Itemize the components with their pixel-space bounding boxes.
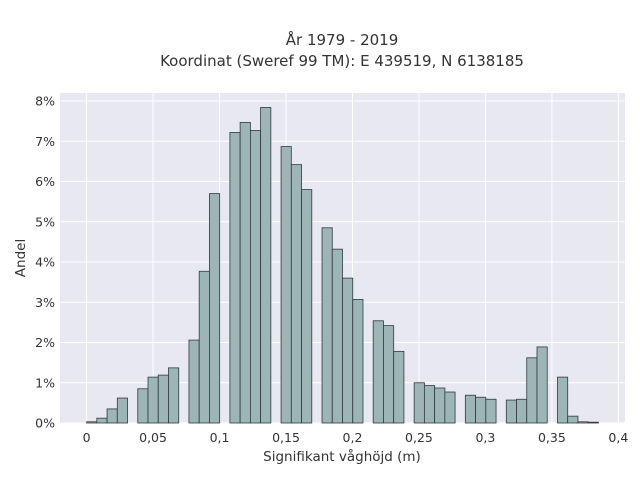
histogram-bar-34 <box>526 357 538 424</box>
histogram-bar-24 <box>393 350 405 424</box>
histogram-bar-36 <box>557 376 569 424</box>
histogram-bar-25 <box>413 382 425 424</box>
y-tick-label-8: 8% <box>35 94 55 109</box>
histogram-bar-16 <box>290 164 302 424</box>
histogram-bar-39 <box>587 421 599 424</box>
histogram-bar-3 <box>116 397 128 424</box>
x-axis-label: Signifikant våghöjd (m) <box>263 448 421 465</box>
x-tick-label-7: 0,35 <box>538 430 566 445</box>
histogram-bar-17 <box>301 189 313 424</box>
y-axis-label: Andel <box>13 239 29 277</box>
histogram-bar-38 <box>577 421 589 424</box>
histogram-bar-5 <box>147 376 159 424</box>
x-tick-label-3: 0,15 <box>272 430 300 445</box>
histogram-bar-18 <box>321 227 333 424</box>
histogram-bar-12 <box>239 121 251 424</box>
histogram-bar-14 <box>260 107 272 424</box>
histogram-bar-19 <box>331 248 343 424</box>
histogram-bar-37 <box>567 415 579 424</box>
histogram-bar-35 <box>536 346 548 424</box>
histogram-bar-27 <box>434 387 446 424</box>
y-tick-label-3: 3% <box>35 295 55 310</box>
histogram-bar-33 <box>516 398 528 424</box>
y-tick-labels: 0% 1% 2% 3% 4% 5% 6% 7% 8% <box>35 94 55 431</box>
y-tick-label-4: 4% <box>35 255 55 270</box>
y-tick-label-2: 2% <box>35 335 55 350</box>
x-tick-labels: 0 0,05 0,1 0,15 0,2 0,25 0,3 0,35 0,4 <box>83 430 629 445</box>
x-tick-label-4: 0,2 <box>343 430 363 445</box>
chart-title: År 1979 - 2019 <box>286 30 399 49</box>
x-tick-label-0: 0 <box>83 430 91 445</box>
histogram-bar-0 <box>86 421 98 424</box>
histogram-bar-11 <box>229 132 241 424</box>
chart-subtitle: Koordinat (Sweref 99 TM): E 439519, N 61… <box>160 52 524 70</box>
histogram-bar-21 <box>352 299 364 424</box>
histogram-bar-10 <box>209 193 221 424</box>
histogram-bar-28 <box>444 391 456 424</box>
y-tick-label-6: 6% <box>35 174 55 189</box>
bars <box>86 107 599 424</box>
histogram-bar-8 <box>188 339 200 424</box>
histogram-bar-4 <box>137 388 149 424</box>
histogram-bar-23 <box>383 325 395 424</box>
histogram-bar-31 <box>485 398 497 424</box>
histogram-bar-32 <box>505 399 517 424</box>
histogram-bar-6 <box>157 374 169 424</box>
histogram-bar-9 <box>198 270 210 424</box>
histogram-bar-2 <box>106 408 118 424</box>
y-tick-label-1: 1% <box>35 375 55 390</box>
x-tick-label-5: 0,25 <box>405 430 433 445</box>
histogram-bar-22 <box>372 320 384 424</box>
y-tick-label-0: 0% <box>35 416 55 431</box>
histogram-bar-29 <box>464 394 476 424</box>
x-tick-label-2: 0,1 <box>210 430 230 445</box>
x-tick-label-6: 0,3 <box>475 430 495 445</box>
y-tick-label-7: 7% <box>35 134 55 149</box>
histogram-bar-20 <box>342 277 354 424</box>
x-tick-label-8: 0,4 <box>608 430 628 445</box>
histogram-bar-7 <box>168 367 180 424</box>
histogram-bar-30 <box>475 396 487 424</box>
histogram-bar-26 <box>423 385 436 424</box>
histogram-bar-15 <box>280 146 292 424</box>
y-tick-label-5: 5% <box>35 214 55 229</box>
histogram-bar-1 <box>96 417 108 424</box>
x-tick-label-1: 0,05 <box>139 430 167 445</box>
histogram-bar-13 <box>249 130 262 424</box>
